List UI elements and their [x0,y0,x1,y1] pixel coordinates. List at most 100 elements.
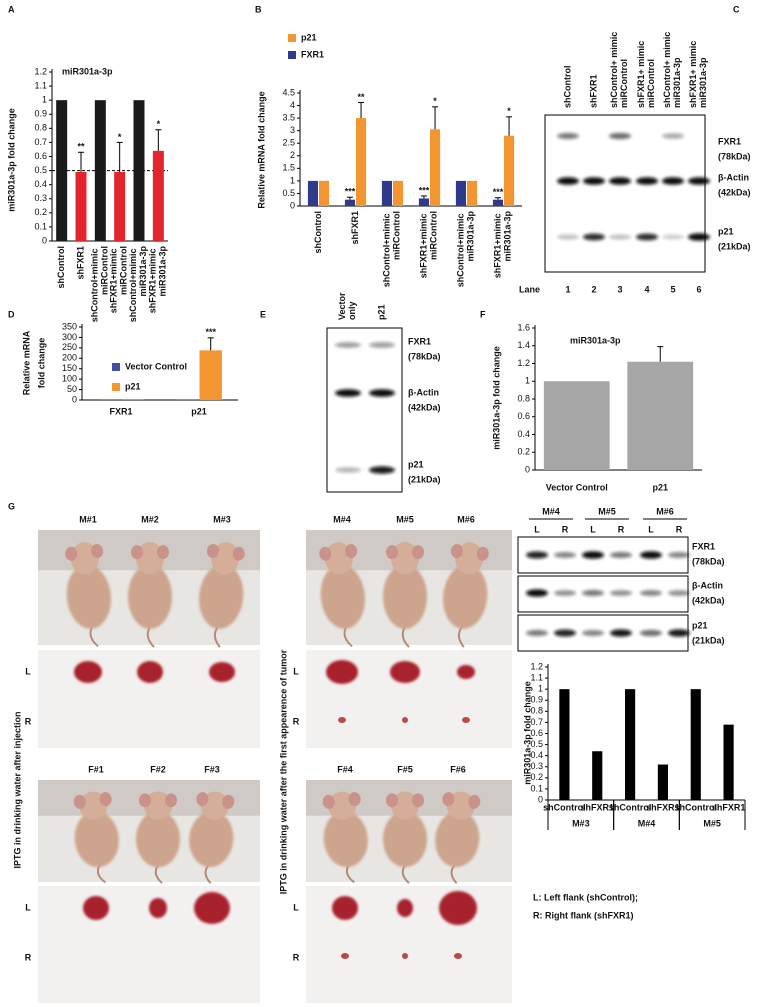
mouse-body [320,564,365,629]
y-tick-label: 0.6 [517,411,530,421]
x-tick-label: shFXR1+mimic miRControl [109,246,129,313]
band-name: β-Actin [718,172,749,182]
significance-label: * [433,96,437,106]
panel-letter: C [733,4,740,14]
mouse-ear [206,543,219,558]
mouse-body [323,810,368,868]
band [582,551,604,559]
significance-label: *** [493,187,504,197]
x-tick-label: shFXR1+mimic miR301a-3p [148,246,168,314]
y-axis-label: miR301a-3p fold change [6,108,16,212]
y-axis-label: miR301a-3p fold change [522,681,532,785]
y-tick-label: 1.1 [34,80,47,90]
band [526,629,548,637]
band [369,389,395,397]
y-tick-label: 200 [62,353,77,363]
band [640,629,662,637]
mouse-body [66,564,111,629]
band-size: (21kDa) [692,635,725,645]
significance-label: *** [345,187,356,197]
y-tick-label: 4.5 [282,87,295,97]
y-axis-label: Relative mRNA fold change [256,91,266,208]
lane-label: shControl+ mimic miR301a-3p [662,29,682,108]
y-tick-label: 1.2 [530,661,543,671]
band [369,342,395,348]
band-name: FXR1 [408,336,431,346]
band [640,551,662,559]
y-tick-label: 0.4 [530,750,543,760]
band [583,233,605,241]
mouse [322,791,368,884]
tumor [137,661,163,683]
x-tick-label: shFXR1 [580,802,614,812]
mouse-ear [348,792,361,807]
y-tick-label: 1 [290,175,295,185]
x-tick-label: shFXR1 [350,211,360,245]
bar [56,100,68,242]
panel-letter: B [255,4,262,14]
y-axis-label: fold change [36,338,46,389]
lane-label: p21 [376,304,386,320]
y-tick-label: 0.8 [530,706,543,716]
band [557,234,579,240]
mouse-ear [442,792,455,807]
mouse-body [443,564,488,629]
band [609,234,631,240]
bar [657,764,668,800]
flank-label: L [25,902,31,912]
bar [559,689,570,800]
y-tick-label: 0.5 [282,188,295,198]
y-tick-label: 0.2 [34,207,47,217]
y-tick-label: 0.9 [530,695,543,705]
y-tick-label: 250 [62,342,77,352]
mouse [383,542,427,648]
animal-id: F#4 [337,764,353,774]
condition-label: IPTG in drinking water after the first a… [278,649,288,894]
panel-letter: F [480,309,486,319]
mouse [435,791,481,884]
legend-label: p21 [301,32,317,42]
x-tick-label: shControl [675,802,718,812]
flank-note: R: Right flank (shFXR1) [533,910,634,920]
y-tick-label: 1.2 [517,358,530,368]
animal-id: M#1 [79,514,97,524]
y-tick-label: 150 [62,363,77,373]
mouse-ear [139,793,151,808]
y-tick-label: 0 [72,394,77,404]
tumor [457,665,475,679]
bar [307,180,318,206]
band [582,630,604,636]
bar [467,180,478,206]
group-label: M#5 [598,506,616,516]
lane-label: Vector only [337,290,357,320]
band [335,389,361,397]
tumor [341,953,349,959]
bar [430,129,441,206]
lane-label: shFXR1+ mimic miRControl [636,38,656,108]
panel-letter: G [8,501,15,511]
mouse-ear [73,794,86,809]
animal-id: M#6 [457,514,475,524]
bar [418,198,429,206]
mouse-body [136,810,180,868]
bar [133,100,145,242]
significance-label: * [118,132,122,142]
y-tick-label: 3.5 [282,112,295,122]
band-size: (78kDa) [408,351,441,361]
tumor [149,898,167,918]
lane-label: L [648,524,654,534]
y-tick-label: 4 [290,100,295,110]
group-label: M#5 [703,818,721,828]
band-size: (42kDa) [718,187,751,197]
band-name: FXR1 [692,541,715,551]
chart-title: miR301a-3p [62,66,113,76]
y-tick-label: 100 [62,374,77,384]
mouse-ear [91,543,104,558]
band [610,590,632,596]
x-tick-label: shControl+mimic miR301a-3p [128,246,148,323]
lane-number: 5 [670,284,675,294]
bar [723,724,734,800]
lane-label: R [618,524,625,534]
band [662,133,684,139]
bar [356,118,367,206]
